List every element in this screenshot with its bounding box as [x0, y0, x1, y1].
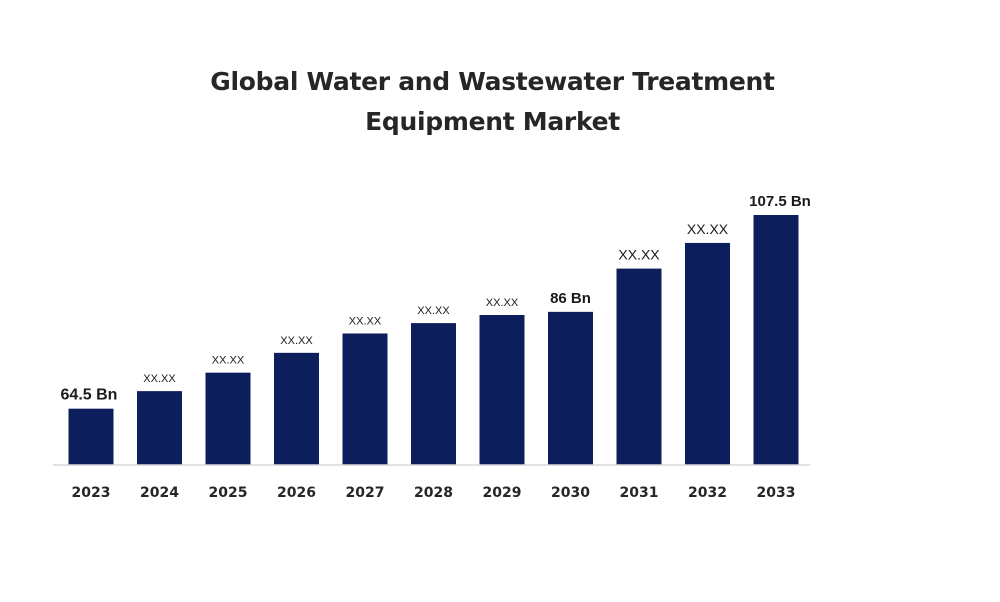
chart-title: Global Water and Wastewater Treatment Eq…	[0, 62, 985, 142]
data-labels: 64.5 Bn XX.XX XX.XX XX.XX XX.XX XX.XX XX.XX 86 …	[61, 193, 811, 404]
x-tick-label: 2023	[72, 485, 111, 501]
bar-2033	[753, 215, 799, 465]
chart-title-line2: Equipment Market	[365, 107, 620, 136]
x-tick-label: 2024	[140, 485, 179, 501]
bar-2031	[616, 268, 662, 465]
bar-2032	[685, 242, 730, 465]
bar-2024	[137, 391, 182, 465]
bar-2026	[274, 352, 319, 465]
bars-group	[68, 215, 799, 465]
x-tick-label: 2033	[757, 485, 796, 501]
bar-2029	[479, 315, 525, 465]
data-label: XX.XX	[618, 247, 660, 263]
x-tick-label: 2028	[414, 485, 453, 501]
x-tick-label: 2025	[209, 485, 248, 501]
x-tick-label: 2032	[688, 485, 727, 501]
data-label: 86 Bn	[550, 290, 591, 307]
bar-2025	[205, 372, 251, 465]
x-tick-label: 2031	[620, 485, 659, 501]
bar-2030	[548, 311, 593, 465]
data-label: XX.XX	[349, 315, 382, 327]
x-tick-label: 2027	[346, 485, 385, 501]
x-tick-labels: 2023 2024 2025 2026 2027 2028 2029 2030 2031 2032…	[72, 485, 796, 501]
x-tick-label: 2026	[277, 485, 316, 501]
bar-2027	[342, 333, 388, 465]
data-label: XX.XX	[212, 355, 245, 367]
data-label: 64.5 Bn	[61, 387, 118, 404]
bar-2028	[411, 323, 456, 465]
data-label: XX.XX	[687, 221, 729, 237]
data-label: XX.XX	[280, 335, 313, 347]
x-tick-label: 2030	[551, 485, 590, 501]
x-tick-label: 2029	[483, 485, 522, 501]
bar-2023	[68, 408, 114, 465]
data-label: 107.5 Bn	[749, 193, 811, 210]
data-label: XX.XX	[143, 373, 176, 385]
chart-title-line1: Global Water and Wastewater Treatment	[210, 67, 775, 96]
data-label: XX.XX	[486, 297, 519, 309]
data-label: XX.XX	[417, 305, 450, 317]
